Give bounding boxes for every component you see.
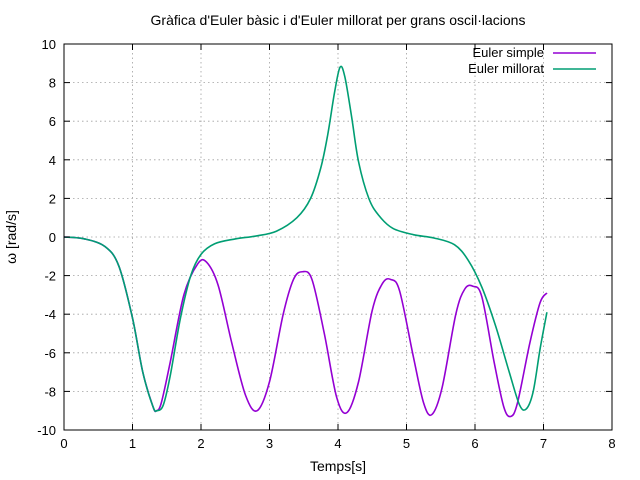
x-tick-label: 7 (540, 436, 547, 451)
y-tick-label: -4 (44, 307, 56, 322)
legend-label-euler-millorat: Euler millorat (468, 61, 544, 76)
legend-label-euler-simple: Euler simple (472, 45, 544, 60)
series-layer (63, 65, 548, 418)
y-tick-label: -10 (37, 423, 56, 438)
x-tick-label: 2 (197, 436, 204, 451)
x-axis-label: Temps[s] (310, 458, 366, 474)
y-tick-label: 0 (49, 230, 56, 245)
y-tick-label: -8 (44, 384, 56, 399)
grid (64, 44, 612, 430)
series-line-euler-millorat (63, 65, 548, 413)
x-tick-label: 3 (266, 436, 273, 451)
chart-title: Gràfica d'Euler bàsic i d'Euler millorat… (151, 12, 526, 28)
y-tick-label: 8 (49, 76, 56, 91)
y-tick-label: 2 (49, 191, 56, 206)
y-tick-label: 10 (42, 37, 56, 52)
x-tick-label: 8 (608, 436, 615, 451)
x-tick-label: 6 (471, 436, 478, 451)
x-tick-label: 5 (403, 436, 410, 451)
y-tick-label: -6 (44, 346, 56, 361)
x-tick-label: 0 (60, 436, 67, 451)
y-tick-label: 4 (49, 153, 56, 168)
axis-ticks: 0 1 2 3 4 5 6 7 8 -10 -8 -6 -4 -2 0 2 4 6 8 10 (37, 37, 615, 451)
y-axis-label: ω [rad/s] (3, 210, 19, 264)
x-tick-label: 1 (129, 436, 136, 451)
y-tick-label: -2 (44, 269, 56, 284)
x-tick-label: 4 (334, 436, 341, 451)
y-tick-label: 6 (49, 114, 56, 129)
